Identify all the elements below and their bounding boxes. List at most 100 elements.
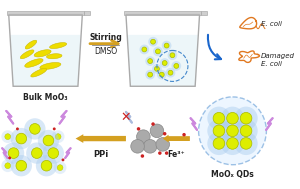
Circle shape	[137, 127, 140, 131]
FancyArrow shape	[76, 134, 126, 143]
Circle shape	[52, 130, 64, 143]
Circle shape	[145, 56, 155, 66]
Polygon shape	[40, 63, 61, 69]
Circle shape	[221, 132, 244, 155]
Polygon shape	[34, 50, 51, 57]
Circle shape	[234, 107, 258, 130]
Circle shape	[207, 107, 231, 130]
Circle shape	[131, 139, 144, 153]
Polygon shape	[46, 54, 62, 59]
Circle shape	[162, 41, 172, 50]
Text: Damaged
E. coli: Damaged E. coli	[261, 53, 295, 67]
Circle shape	[151, 39, 155, 44]
Polygon shape	[25, 40, 37, 49]
Circle shape	[38, 130, 59, 151]
Circle shape	[5, 134, 11, 139]
Circle shape	[151, 122, 155, 126]
Polygon shape	[20, 50, 34, 59]
Circle shape	[145, 70, 155, 80]
Circle shape	[29, 124, 40, 134]
Circle shape	[153, 46, 163, 56]
Circle shape	[207, 119, 231, 143]
Circle shape	[24, 118, 46, 139]
Circle shape	[140, 45, 149, 54]
Circle shape	[54, 161, 67, 174]
Circle shape	[48, 148, 58, 158]
Circle shape	[26, 143, 47, 164]
Circle shape	[43, 135, 54, 146]
Circle shape	[143, 139, 157, 153]
Circle shape	[227, 112, 238, 124]
Circle shape	[170, 53, 175, 58]
Polygon shape	[50, 43, 67, 49]
FancyArrow shape	[163, 135, 190, 143]
Circle shape	[41, 160, 52, 171]
Circle shape	[221, 107, 244, 130]
Circle shape	[227, 138, 238, 149]
Text: DMSO: DMSO	[94, 46, 117, 56]
Circle shape	[136, 130, 150, 143]
Circle shape	[142, 47, 147, 52]
Circle shape	[158, 151, 162, 155]
Polygon shape	[128, 35, 198, 86]
Circle shape	[61, 158, 64, 161]
Circle shape	[221, 119, 244, 143]
Circle shape	[148, 59, 153, 64]
Circle shape	[213, 125, 225, 137]
Circle shape	[164, 43, 169, 48]
Polygon shape	[25, 59, 43, 67]
Circle shape	[182, 133, 186, 136]
Text: PPi: PPi	[93, 150, 108, 159]
Circle shape	[165, 151, 168, 155]
Circle shape	[141, 154, 144, 158]
Polygon shape	[124, 11, 202, 15]
Polygon shape	[31, 68, 47, 77]
Circle shape	[16, 160, 27, 171]
Polygon shape	[11, 35, 80, 86]
Circle shape	[207, 132, 231, 155]
FancyArrowPatch shape	[208, 35, 221, 59]
Circle shape	[36, 155, 57, 176]
Circle shape	[148, 37, 158, 46]
Circle shape	[154, 66, 159, 71]
Circle shape	[2, 130, 14, 143]
Text: Bulk MoO₃: Bulk MoO₃	[23, 93, 68, 102]
Circle shape	[16, 133, 27, 144]
Circle shape	[166, 68, 175, 77]
Circle shape	[199, 97, 266, 165]
Circle shape	[11, 128, 32, 149]
Circle shape	[168, 70, 173, 75]
Circle shape	[150, 124, 164, 138]
Text: E. coli: E. coli	[261, 21, 282, 27]
Circle shape	[240, 125, 252, 137]
Circle shape	[11, 155, 32, 176]
Circle shape	[234, 119, 258, 143]
Text: Fe³⁺: Fe³⁺	[167, 150, 185, 159]
Circle shape	[163, 132, 166, 136]
Polygon shape	[202, 11, 207, 15]
Text: Stirring: Stirring	[89, 33, 122, 42]
Circle shape	[152, 64, 162, 74]
Text: MoOₓ QDs: MoOₓ QDs	[211, 170, 254, 179]
Circle shape	[227, 125, 238, 137]
Circle shape	[5, 163, 11, 169]
Circle shape	[16, 127, 19, 130]
Circle shape	[174, 64, 179, 68]
Circle shape	[8, 148, 19, 158]
Circle shape	[240, 112, 252, 124]
Circle shape	[3, 143, 24, 164]
Circle shape	[240, 138, 252, 149]
Circle shape	[2, 159, 14, 172]
Circle shape	[53, 127, 56, 130]
Circle shape	[43, 143, 64, 164]
Circle shape	[55, 134, 61, 139]
Circle shape	[234, 132, 258, 155]
Circle shape	[157, 70, 166, 80]
Circle shape	[8, 156, 11, 159]
Circle shape	[159, 72, 164, 77]
Circle shape	[160, 58, 169, 68]
Circle shape	[156, 138, 169, 151]
Circle shape	[57, 165, 63, 170]
Polygon shape	[84, 11, 90, 15]
Circle shape	[162, 61, 167, 65]
